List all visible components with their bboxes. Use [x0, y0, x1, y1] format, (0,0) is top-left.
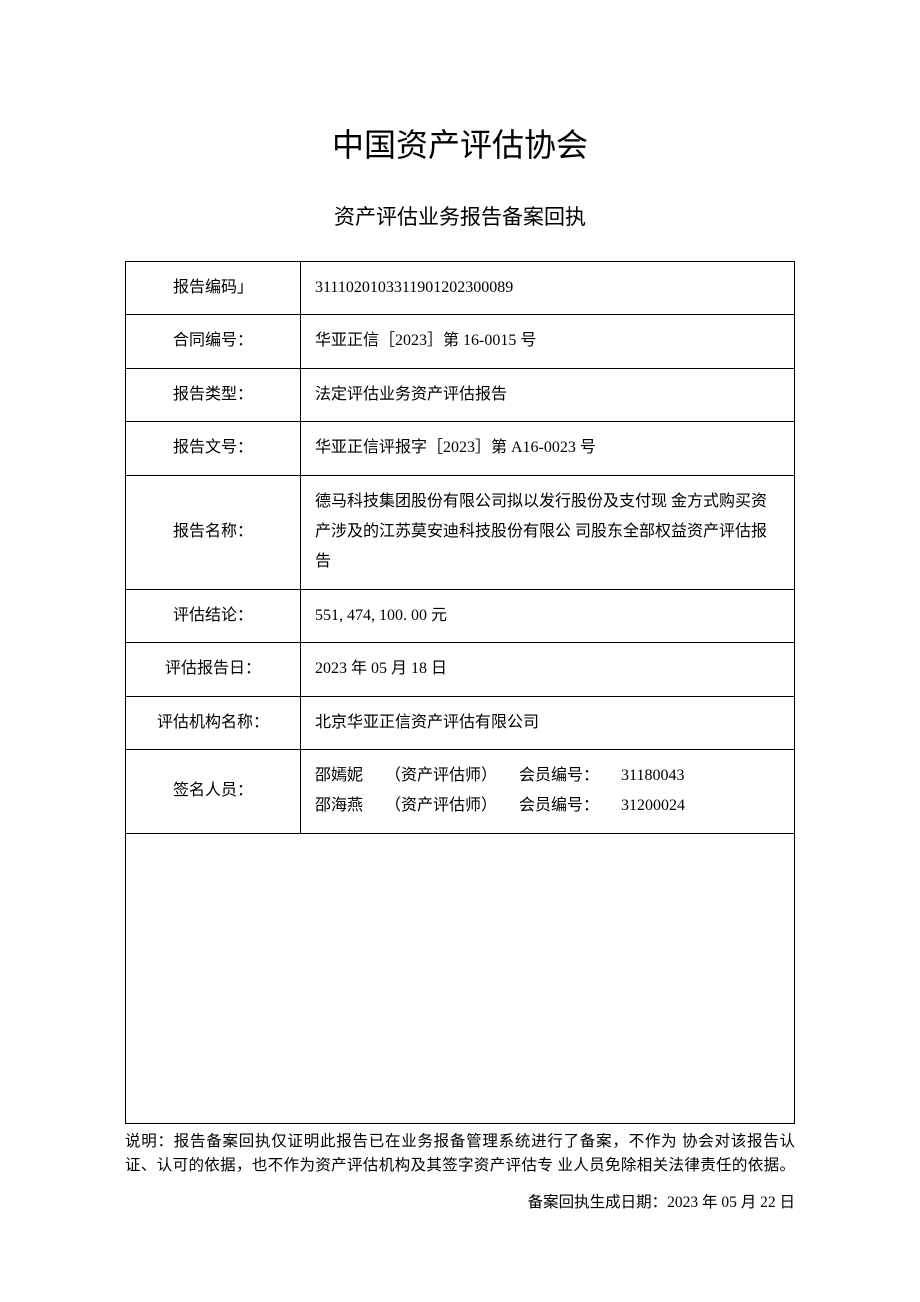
label-signers: 签名人员： [126, 749, 301, 833]
signer-member-lbl: 会员编号： [519, 761, 599, 791]
footer-gen-date: 备案回执生成日期：2023 年 05 月 22 日 [125, 1190, 795, 1212]
table-row: 评估机构名称： 北京华亚正信资产评估有限公司 [126, 696, 795, 749]
label-report-title: 报告名称： [126, 475, 301, 589]
value-report-title: 德马科技集团股份有限公司拟以发行股份及支付现 金方式购买资产涉及的江苏莫安迪科技… [301, 475, 795, 589]
table-row: 签名人员： 邵嫣妮 （资产评估师） 会员编号： 31180043 邵海燕 （资产… [126, 749, 795, 833]
label-conclusion: 评估结论： [126, 589, 301, 642]
value-report-date: 2023 年 05 月 18 日 [301, 643, 795, 696]
table-blank-row [126, 833, 795, 1123]
signer-row: 邵海燕 （资产评估师） 会员编号： 31200024 [315, 791, 780, 821]
value-report-doc-no: 华亚正信评报字［2023］第 A16-0023 号 [301, 422, 795, 475]
label-report-type: 报告类型： [126, 368, 301, 421]
table-row: 评估报告日： 2023 年 05 月 18 日 [126, 643, 795, 696]
table-row: 合同编号： 华亚正信［2023］第 16-0015 号 [126, 315, 795, 368]
table-row: 报告编码」 3111020103311901202300089 [126, 262, 795, 315]
signer-row: 邵嫣妮 （资产评估师） 会员编号： 31180043 [315, 761, 780, 791]
signer-member-no: 31180043 [621, 761, 684, 791]
value-institution: 北京华亚正信资产评估有限公司 [301, 696, 795, 749]
page-subtitle: 资产评估业务报告备案回执 [125, 201, 795, 231]
label-report-date: 评估报告日： [126, 643, 301, 696]
signer-member-no: 31200024 [621, 791, 685, 821]
label-institution: 评估机构名称： [126, 696, 301, 749]
value-conclusion: 551, 474, 100. 00 元 [301, 589, 795, 642]
signer-name: 邵嫣妮 [315, 761, 363, 791]
label-report-doc-no: 报告文号： [126, 422, 301, 475]
value-signers: 邵嫣妮 （资产评估师） 会员编号： 31180043 邵海燕 （资产评估师） 会… [301, 749, 795, 833]
signer-role: （资产评估师） [385, 761, 497, 791]
blank-cell [126, 833, 795, 1123]
signer-name: 邵海燕 [315, 791, 363, 821]
page-title: 中国资产评估协会 [125, 120, 795, 166]
signer-member-lbl: 会员编号： [519, 791, 599, 821]
value-report-type: 法定评估业务资产评估报告 [301, 368, 795, 421]
table-row: 报告名称： 德马科技集团股份有限公司拟以发行股份及支付现 金方式购买资产涉及的江… [126, 475, 795, 589]
filing-table: 报告编码」 3111020103311901202300089 合同编号： 华亚… [125, 261, 795, 1124]
table-row: 报告类型： 法定评估业务资产评估报告 [126, 368, 795, 421]
label-contract-no: 合同编号： [126, 315, 301, 368]
table-row: 评估结论： 551, 474, 100. 00 元 [126, 589, 795, 642]
value-contract-no: 华亚正信［2023］第 16-0015 号 [301, 315, 795, 368]
table-row: 报告文号： 华亚正信评报字［2023］第 A16-0023 号 [126, 422, 795, 475]
value-report-code: 3111020103311901202300089 [301, 262, 795, 315]
label-report-code: 报告编码」 [126, 262, 301, 315]
signer-role: （资产评估师） [385, 791, 497, 821]
footer-notes: 说明：报告备案回执仅证明此报告已在业务报备管理系统进行了备案，不作为 协会对该报… [125, 1130, 795, 1178]
